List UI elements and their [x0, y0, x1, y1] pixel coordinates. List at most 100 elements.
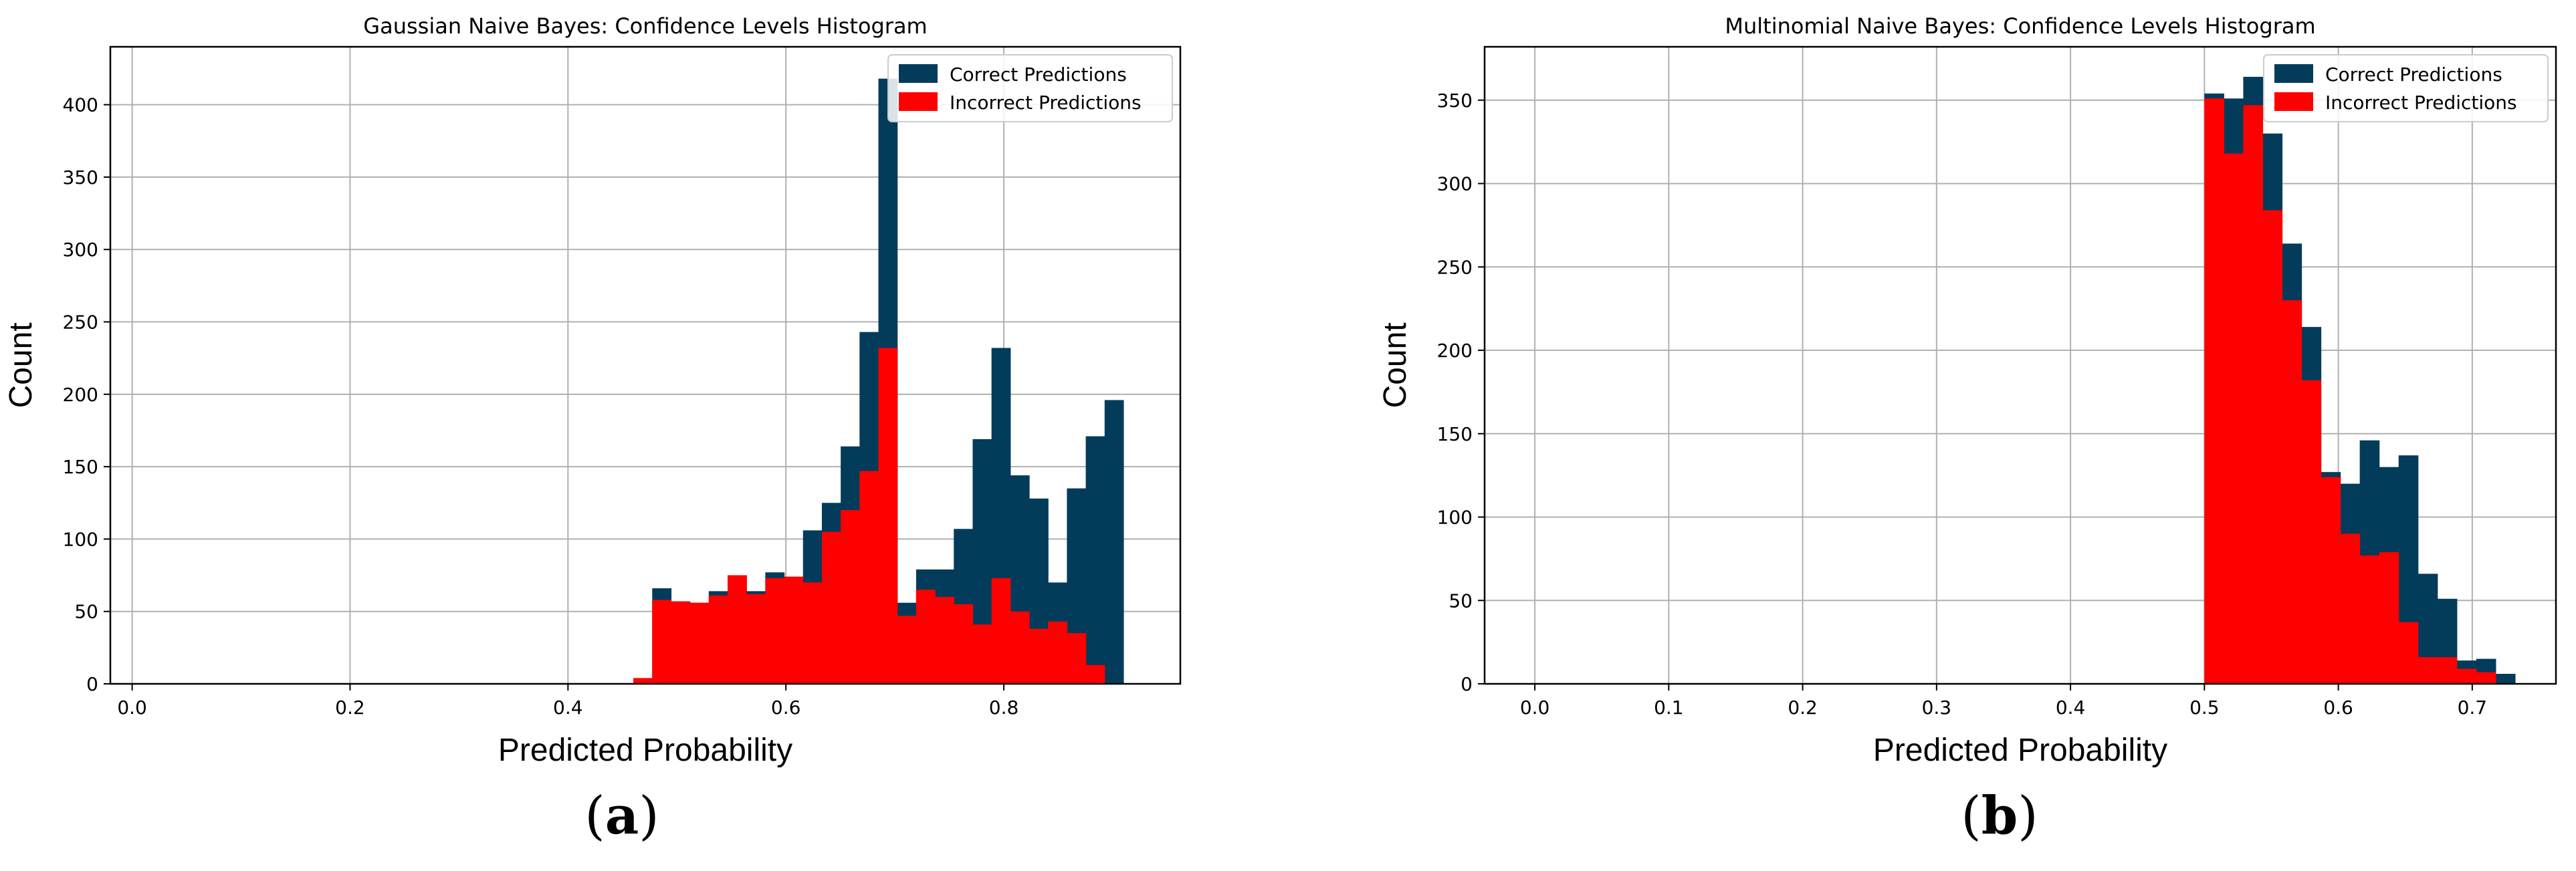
panel-label-b: (b): [1961, 785, 2038, 846]
legend-box: [887, 54, 1173, 122]
plot-frame: [1483, 45, 2557, 685]
y-axis-label: Count: [3, 322, 39, 408]
bar-incorrect: [878, 348, 898, 684]
bar-incorrect: [2418, 657, 2438, 684]
legend-swatch: [899, 64, 938, 83]
x-tick-label: 0.3: [1922, 697, 1952, 719]
legend-swatch: [2274, 92, 2313, 111]
y-tick-label: 350: [63, 166, 98, 189]
panel-label-a: (a): [584, 785, 659, 846]
x-tick-label: 0.6: [2323, 697, 2353, 719]
bar-incorrect: [689, 602, 710, 684]
legend-label: Correct Predictions: [950, 64, 1127, 86]
legend-label: Incorrect Predictions: [950, 92, 1142, 114]
y-tick-label: 300: [63, 239, 98, 261]
bar-incorrect: [784, 576, 804, 684]
legend: Correct Predictions Incorrect Predictions: [887, 54, 1173, 122]
y-tick-label: 200: [63, 384, 98, 406]
bar-correct: [2495, 674, 2516, 684]
bar-incorrect: [1048, 621, 1067, 684]
bar-incorrect: [2379, 551, 2399, 684]
chart-gaussian-nb: 0.0 0.2 0.4 0.6 0.8 0 50 100 150 200 250 300 350 400 G…: [3, 13, 1182, 768]
y-tick-label: 100: [1437, 507, 1473, 529]
bar-incorrect: [708, 595, 728, 684]
bar-incorrect: [1029, 628, 1049, 684]
bar-incorrect: [2359, 555, 2380, 684]
bar-incorrect: [972, 624, 992, 684]
bar-incorrect: [671, 601, 691, 684]
bar-incorrect: [1067, 633, 1087, 684]
bar-incorrect: [916, 590, 936, 684]
chart-multinomial-nb: 0.0 0.1 0.2 0.3 0.4 0.5 0.6 0.7 0 50 100 150 200 250 3…: [1378, 13, 2557, 768]
x-tick-label: 0.7: [2458, 697, 2488, 719]
bar-incorrect: [2476, 672, 2496, 684]
bar-incorrect: [2321, 477, 2341, 684]
bar-incorrect: [2340, 533, 2361, 684]
bar-incorrect: [1085, 664, 1105, 684]
y-tick-label: 350: [1437, 90, 1473, 112]
y-tick-label: 100: [63, 528, 98, 550]
legend-label: Correct Predictions: [2325, 64, 2502, 86]
x-axis-label: Predicted Probability: [498, 733, 792, 768]
bar-incorrect: [935, 597, 954, 684]
y-tick-label: 50: [1448, 590, 1473, 612]
bar-correct: [1104, 400, 1124, 684]
x-tick-label: 0.2: [1788, 697, 1818, 719]
y-tick-label: 300: [1437, 173, 1473, 195]
bar-incorrect: [2398, 622, 2419, 684]
panel-label-b-text: b: [1981, 785, 2018, 846]
bar-incorrect: [746, 594, 766, 684]
bar-incorrect: [821, 531, 841, 684]
y-tick-label: 50: [74, 601, 98, 623]
bar-incorrect: [2282, 300, 2302, 684]
bar-incorrect: [633, 678, 653, 684]
bar-incorrect: [897, 616, 917, 684]
x-tick-label: 0.0: [1520, 697, 1550, 719]
bar-incorrect: [652, 600, 672, 684]
bar-correct: [1085, 436, 1105, 684]
bar-incorrect: [2243, 105, 2264, 684]
bar-incorrect: [2204, 98, 2224, 684]
bar-incorrect: [2301, 380, 2322, 684]
y-tick-label: 0: [1461, 673, 1473, 695]
chart-title: Gaussian Naive Bayes: Confidence Levels …: [363, 13, 927, 39]
bar-incorrect: [2456, 668, 2477, 684]
y-tick-label: 250: [1437, 256, 1473, 278]
y-tick-label: 150: [63, 456, 98, 478]
legend-label: Incorrect Predictions: [2325, 92, 2517, 114]
legend-swatch: [2274, 64, 2313, 83]
legend-swatch: [899, 92, 938, 111]
x-tick-label: 0.0: [117, 697, 147, 719]
x-tick-label: 0.5: [2189, 697, 2220, 719]
y-tick-label: 0: [86, 673, 98, 695]
bar-incorrect: [2262, 210, 2283, 684]
y-axis-label: Count: [1378, 322, 1413, 408]
plot-frame: [109, 45, 1182, 685]
bar-incorrect: [728, 575, 747, 684]
bar-incorrect: [2224, 153, 2244, 684]
x-tick-label: 0.4: [553, 697, 583, 719]
y-tick-label: 200: [1437, 340, 1473, 362]
bar-incorrect: [1010, 611, 1030, 684]
bar-incorrect: [765, 578, 785, 684]
x-tick-label: 0.4: [2056, 697, 2086, 719]
legend: Correct Predictions Incorrect Predictions: [2263, 54, 2549, 122]
x-tick-label: 0.2: [335, 697, 365, 719]
bar-incorrect: [2437, 657, 2458, 684]
bar-incorrect: [859, 471, 879, 684]
bar-incorrect: [954, 604, 974, 684]
y-tick-label: 250: [63, 312, 98, 334]
chart-title: Multinomial Naive Bayes: Confidence Leve…: [1725, 13, 2315, 39]
panel-label-a-text: a: [605, 785, 639, 846]
x-axis-label: Predicted Probability: [1873, 733, 2167, 768]
x-tick-label: 0.6: [771, 697, 801, 719]
bar-incorrect: [841, 510, 860, 684]
x-tick-label: 0.8: [989, 697, 1019, 719]
legend-box: [2263, 54, 2549, 122]
x-tick-label: 0.1: [1654, 697, 1684, 719]
bar-incorrect: [802, 582, 823, 684]
y-tick-label: 400: [63, 94, 98, 116]
bar-incorrect: [991, 578, 1011, 684]
y-tick-label: 150: [1437, 423, 1473, 445]
